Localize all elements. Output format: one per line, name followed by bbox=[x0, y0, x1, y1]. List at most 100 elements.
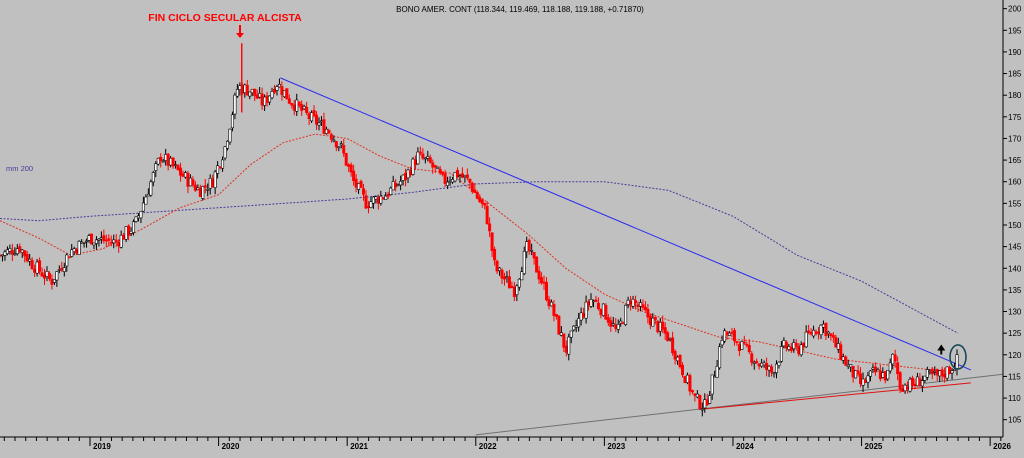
candle-body bbox=[601, 303, 605, 316]
candle-body bbox=[339, 143, 343, 146]
candle-body bbox=[641, 304, 645, 308]
candle-body bbox=[757, 363, 761, 367]
candle-body bbox=[65, 254, 69, 267]
candle-body bbox=[141, 202, 145, 212]
candle-body bbox=[132, 221, 136, 233]
candle-body bbox=[935, 369, 939, 376]
candle-body bbox=[774, 363, 778, 374]
candle-body bbox=[767, 365, 771, 371]
candle-body bbox=[191, 179, 195, 186]
candle-body bbox=[423, 157, 427, 160]
candle-body bbox=[490, 232, 494, 251]
candle-body bbox=[540, 277, 544, 284]
candle-body bbox=[681, 364, 685, 376]
candle-body bbox=[834, 337, 838, 348]
candle-body bbox=[762, 362, 766, 366]
candle-body bbox=[166, 153, 170, 166]
candle-body bbox=[280, 86, 284, 95]
candle-body bbox=[656, 320, 660, 333]
candle-body bbox=[307, 113, 311, 120]
candle-body bbox=[406, 169, 410, 179]
candle-body bbox=[703, 399, 707, 409]
candle-body bbox=[866, 375, 870, 383]
candle-body bbox=[498, 267, 502, 271]
candle-body bbox=[483, 202, 487, 206]
candle-body bbox=[55, 271, 59, 281]
candle-body bbox=[245, 84, 249, 96]
candle-body bbox=[871, 367, 875, 370]
candle-body bbox=[886, 369, 890, 380]
x-tick-label: 2021 bbox=[350, 442, 368, 451]
candle-body bbox=[99, 237, 103, 240]
candle-body bbox=[532, 252, 536, 259]
candle-body bbox=[92, 242, 96, 246]
candle-body bbox=[522, 250, 526, 274]
candle-body bbox=[693, 393, 697, 396]
candle-body bbox=[186, 172, 190, 187]
candle-body bbox=[119, 234, 123, 248]
candle-body bbox=[572, 325, 576, 331]
candle-body bbox=[814, 331, 818, 335]
ma200-line bbox=[0, 181, 959, 334]
candle-body bbox=[366, 206, 370, 209]
candle-body bbox=[290, 103, 294, 106]
candle-body bbox=[678, 355, 682, 368]
candle-body bbox=[211, 178, 215, 188]
candle-body bbox=[547, 299, 551, 307]
candle-body bbox=[438, 168, 442, 174]
candle-body bbox=[401, 174, 405, 181]
candle-body bbox=[122, 234, 126, 240]
candle-body bbox=[317, 122, 321, 126]
candle-body bbox=[651, 317, 655, 327]
chart-header: BONO AMER. CONT (118.344, 119.469, 118.1… bbox=[396, 5, 644, 14]
candle-body bbox=[577, 318, 581, 328]
candle-body bbox=[826, 331, 830, 335]
candle-body bbox=[362, 188, 366, 195]
candle-body bbox=[631, 298, 635, 307]
candle-body bbox=[854, 370, 858, 379]
candle-body bbox=[161, 160, 165, 163]
candle-body bbox=[386, 193, 390, 197]
candle-body bbox=[250, 88, 254, 94]
candle-body bbox=[238, 85, 242, 90]
candle-body bbox=[720, 340, 724, 346]
candle-body bbox=[112, 239, 116, 244]
support-trendline bbox=[704, 382, 971, 410]
candle-body bbox=[636, 304, 640, 308]
candle-body bbox=[156, 157, 160, 165]
candle-body bbox=[809, 332, 813, 335]
candle-body bbox=[760, 362, 764, 367]
candle-body bbox=[718, 346, 722, 369]
candle-body bbox=[794, 343, 798, 347]
candle-body bbox=[23, 250, 27, 257]
candle-body bbox=[25, 254, 29, 262]
candle-body bbox=[30, 260, 34, 270]
candle-body bbox=[913, 383, 917, 387]
candle-body bbox=[594, 299, 598, 303]
candle-body bbox=[802, 342, 806, 347]
candle-body bbox=[638, 302, 642, 307]
candle-body bbox=[782, 340, 786, 347]
candle-body bbox=[349, 164, 353, 173]
candle-body bbox=[381, 197, 385, 200]
candle-body bbox=[169, 157, 173, 166]
candle-body bbox=[285, 88, 289, 100]
candle-body bbox=[841, 356, 845, 361]
candle-body bbox=[685, 374, 689, 383]
y-tick-label: 180 bbox=[1008, 91, 1022, 100]
candle-body bbox=[218, 166, 222, 169]
y-tick-label: 105 bbox=[1008, 416, 1022, 425]
candle-body bbox=[77, 240, 81, 255]
candle-body bbox=[611, 323, 615, 326]
candle-body bbox=[554, 314, 558, 317]
candle-body bbox=[552, 303, 556, 316]
candle-body bbox=[45, 271, 49, 277]
candle-body bbox=[243, 84, 247, 93]
candle-body bbox=[408, 170, 412, 176]
candle-body bbox=[710, 374, 714, 395]
y-tick-label: 150 bbox=[1008, 221, 1022, 230]
candle-body bbox=[530, 250, 534, 252]
candle-body bbox=[282, 90, 286, 98]
candle-body bbox=[819, 324, 823, 336]
candle-body bbox=[334, 141, 338, 148]
